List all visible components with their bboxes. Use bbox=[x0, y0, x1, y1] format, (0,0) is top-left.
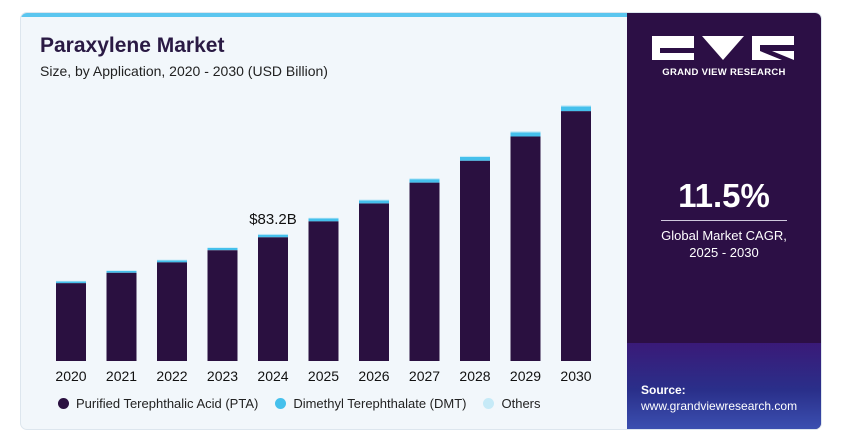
bar-2030-series-1 bbox=[561, 106, 591, 112]
x-tick-2020: 2020 bbox=[55, 368, 86, 384]
bar-chart: 2020 2021 2022 2023 2024 2025 2026 2027 2028 2029… bbox=[55, 105, 592, 384]
bar-2027-series-2 bbox=[409, 178, 440, 180]
brand-name: GRAND VIEW RESEARCH bbox=[662, 67, 786, 78]
bar-2028-series-1 bbox=[460, 156, 490, 161]
legend-label-pta: Purified Terephthalic Acid (PTA) bbox=[76, 396, 259, 411]
legend-swatch-pta bbox=[58, 398, 69, 409]
bar-2022-series-0 bbox=[157, 262, 187, 361]
bar-2025-series-2 bbox=[308, 217, 339, 219]
bar-2029-series-1 bbox=[510, 132, 541, 137]
bar-2029-series-0 bbox=[510, 136, 541, 361]
bar-2026-series-2 bbox=[359, 199, 389, 201]
x-tick-2028: 2028 bbox=[459, 368, 490, 384]
x-tick-2026: 2026 bbox=[358, 368, 389, 384]
bar-2020-series-1 bbox=[56, 281, 86, 284]
legend: Purified Terephthalic Acid (PTA) Dimethy… bbox=[58, 396, 558, 411]
bar-2024-series-0 bbox=[258, 237, 288, 361]
x-tick-2023: 2023 bbox=[207, 368, 238, 384]
logo-cut-left bbox=[660, 48, 694, 53]
bar-2030-series-0 bbox=[561, 111, 591, 361]
bar-2020-series-2 bbox=[56, 280, 86, 282]
bar-2021-series-1 bbox=[106, 270, 137, 273]
bar-2022-series-1 bbox=[157, 260, 187, 263]
grand-view-research-logo bbox=[652, 36, 794, 60]
bar-2020-series-0 bbox=[56, 283, 86, 361]
chart-subtitle: Size, by Application, 2020 - 2030 (USD B… bbox=[40, 63, 328, 79]
chart-title: Paraxylene Market bbox=[40, 34, 225, 57]
bar-2023-series-2 bbox=[207, 247, 238, 248]
cagr-value: 11.5% bbox=[678, 177, 770, 214]
bar-2022-series-2 bbox=[157, 259, 187, 261]
bar-2023-series-0 bbox=[207, 250, 238, 361]
x-axis-ticks: 2020 2021 2022 2023 2024 2025 2026 2027 2028 2029… bbox=[55, 368, 591, 384]
legend-label-dmt: Dimethyl Terephthalate (DMT) bbox=[293, 396, 467, 411]
x-tick-2027: 2027 bbox=[409, 368, 440, 384]
bar-2025-series-1 bbox=[308, 218, 339, 222]
bar-2026-series-1 bbox=[359, 200, 389, 204]
bar-2023-series-1 bbox=[207, 247, 238, 251]
bar-2021-series-2 bbox=[106, 270, 137, 271]
legend-item-dmt: Dimethyl Terephthalate (DMT) bbox=[275, 396, 466, 411]
bar-2025-series-0 bbox=[308, 221, 339, 361]
bar-2026-series-0 bbox=[359, 203, 389, 361]
bar-2029-series-2 bbox=[510, 131, 541, 133]
x-tick-2022: 2022 bbox=[156, 368, 187, 384]
legend-swatch-dmt bbox=[275, 398, 287, 409]
accent-bar bbox=[21, 13, 627, 17]
bar-2027-series-0 bbox=[409, 182, 440, 361]
x-tick-2029: 2029 bbox=[510, 368, 541, 384]
bar-2021-series-0 bbox=[106, 272, 137, 361]
data-label-2024: $83.2B bbox=[249, 211, 297, 228]
cagr-label-line1: Global Market CAGR, bbox=[661, 228, 787, 243]
x-tick-2030: 2030 bbox=[560, 368, 591, 384]
cagr-label: Global Market CAGR, 2025 - 2030 bbox=[627, 227, 821, 261]
bar-2028-series-2 bbox=[460, 155, 490, 157]
x-tick-2024: 2024 bbox=[257, 368, 288, 384]
logo-triangle bbox=[702, 36, 744, 60]
sidebar-footer-band bbox=[627, 343, 821, 429]
source-label: Source: bbox=[641, 383, 686, 397]
bar-2027-series-1 bbox=[409, 179, 440, 183]
source-url[interactable]: www.grandviewresearch.com bbox=[641, 399, 798, 413]
legend-swatch-others bbox=[483, 398, 495, 409]
data-labels: $83.2B bbox=[249, 211, 297, 228]
bar-2024-series-1 bbox=[258, 234, 288, 238]
bar-group bbox=[56, 105, 591, 361]
bar-2030-series-2 bbox=[561, 105, 591, 107]
x-tick-2025: 2025 bbox=[308, 368, 339, 384]
sidebar-panel: GRAND VIEW RESEARCH 11.5% Global Market … bbox=[627, 13, 821, 429]
cagr-label-line2: 2025 - 2030 bbox=[689, 245, 759, 260]
bar-2028-series-0 bbox=[460, 160, 490, 361]
chart-card: Paraxylene Market Size, by Application, … bbox=[21, 13, 821, 429]
legend-item-others: Others bbox=[483, 396, 541, 411]
x-tick-2021: 2021 bbox=[106, 368, 137, 384]
legend-item-pta: Purified Terephthalic Acid (PTA) bbox=[58, 396, 258, 411]
bar-2024-series-2 bbox=[258, 233, 288, 235]
cagr-divider bbox=[661, 220, 787, 221]
logo-cut-right bbox=[760, 45, 794, 60]
legend-label-others: Others bbox=[501, 396, 541, 411]
